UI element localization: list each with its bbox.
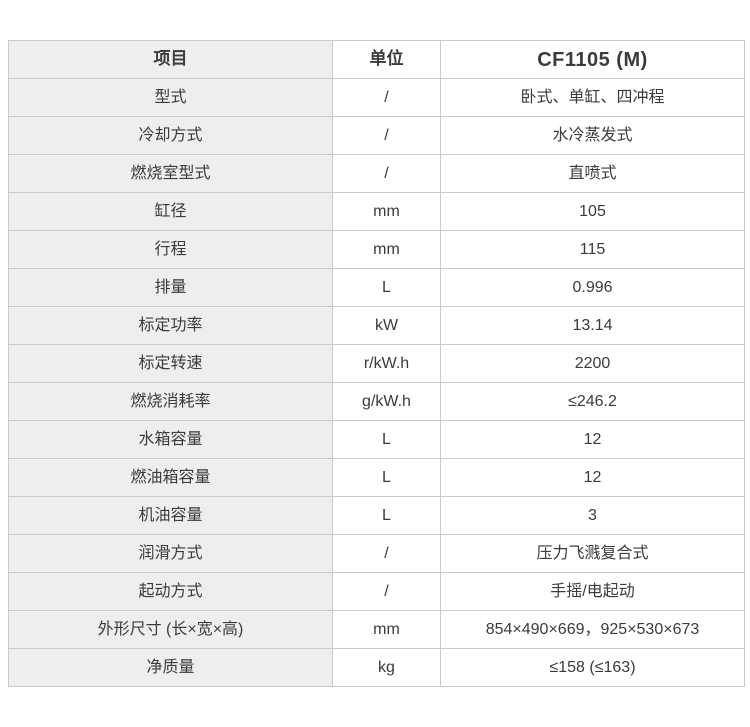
item-label-cell: 行程 bbox=[8, 230, 333, 269]
header-model: CF1105 (M) bbox=[440, 40, 745, 79]
table-row: 缸径 mm 105 bbox=[8, 192, 745, 231]
value-cell: 2200 bbox=[440, 344, 745, 383]
spec-table-body: 型式 / 卧式、单缸、四冲程 冷却方式 / 水冷蒸发式 燃烧室型式 / 直喷式 缸径 mm 105 行程… bbox=[8, 78, 745, 687]
table-row: 润滑方式 / 压力飞溅复合式 bbox=[8, 534, 745, 573]
item-label-cell: 燃油箱容量 bbox=[8, 458, 333, 497]
item-label-cell: 机油容量 bbox=[8, 496, 333, 535]
table-row: 水箱容量 L 12 bbox=[8, 420, 745, 459]
unit-cell: mm bbox=[332, 610, 441, 649]
table-row: 型式 / 卧式、单缸、四冲程 bbox=[8, 78, 745, 117]
value-cell: 水冷蒸发式 bbox=[440, 116, 745, 155]
item-label-cell: 标定功率 bbox=[8, 306, 333, 345]
item-label-cell: 冷却方式 bbox=[8, 116, 333, 155]
item-label-cell: 起动方式 bbox=[8, 572, 333, 611]
table-row: 起动方式 / 手摇/电起动 bbox=[8, 572, 745, 611]
spec-table-header: 项目 单位 CF1105 (M) bbox=[8, 40, 745, 79]
item-label-cell: 燃烧室型式 bbox=[8, 154, 333, 193]
table-row: 外形尺寸 (长×宽×高) mm 854×490×669，925×530×673 bbox=[8, 610, 745, 649]
table-row: 机油容量 L 3 bbox=[8, 496, 745, 535]
value-cell: 3 bbox=[440, 496, 745, 535]
header-item: 项目 bbox=[8, 40, 333, 79]
item-label-cell: 水箱容量 bbox=[8, 420, 333, 459]
table-row: 燃烧室型式 / 直喷式 bbox=[8, 154, 745, 193]
header-row: 项目 单位 CF1105 (M) bbox=[8, 40, 745, 79]
page: 项目 单位 CF1105 (M) 型式 / 卧式、单缸、四冲程 冷却方式 / 水冷蒸发式燃… bbox=[8, 40, 745, 687]
table-row: 标定转速 r/kW.h 2200 bbox=[8, 344, 745, 383]
unit-cell: kW bbox=[332, 306, 441, 345]
unit-cell: / bbox=[332, 78, 441, 117]
item-label-cell: 型式 bbox=[8, 78, 333, 117]
unit-cell: / bbox=[332, 154, 441, 193]
value-cell: 直喷式 bbox=[440, 154, 745, 193]
item-label-cell: 排量 bbox=[8, 268, 333, 307]
value-cell: 压力飞溅复合式 bbox=[440, 534, 745, 573]
unit-cell: L bbox=[332, 496, 441, 535]
item-label-cell: 外形尺寸 (长×宽×高) bbox=[8, 610, 333, 649]
unit-cell: / bbox=[332, 534, 441, 573]
item-label-cell: 缸径 bbox=[8, 192, 333, 231]
unit-cell: kg bbox=[332, 648, 441, 687]
value-cell: 手摇/电起动 bbox=[440, 572, 745, 611]
table-row: 冷却方式 / 水冷蒸发式 bbox=[8, 116, 745, 155]
value-cell: ≤246.2 bbox=[440, 382, 745, 421]
item-label-cell: 燃烧消耗率 bbox=[8, 382, 333, 421]
value-cell: 0.996 bbox=[440, 268, 745, 307]
item-label-cell: 净质量 bbox=[8, 648, 333, 687]
unit-cell: mm bbox=[332, 230, 441, 269]
table-row: 行程 mm 115 bbox=[8, 230, 745, 269]
value-cell: 105 bbox=[440, 192, 745, 231]
item-label-cell: 润滑方式 bbox=[8, 534, 333, 573]
unit-cell: r/kW.h bbox=[332, 344, 441, 383]
unit-cell: g/kW.h bbox=[332, 382, 441, 421]
table-row: 燃油箱容量 L 12 bbox=[8, 458, 745, 497]
value-cell: 115 bbox=[440, 230, 745, 269]
unit-cell: L bbox=[332, 458, 441, 497]
value-cell: ≤158 (≤163) bbox=[440, 648, 745, 687]
value-cell: 12 bbox=[440, 458, 745, 497]
header-unit: 单位 bbox=[332, 40, 441, 79]
table-row: 净质量 kg ≤158 (≤163) bbox=[8, 648, 745, 687]
spec-table: 项目 单位 CF1105 (M) 型式 / 卧式、单缸、四冲程 冷却方式 / 水冷蒸发式燃… bbox=[8, 40, 745, 687]
table-row: 排量 L 0.996 bbox=[8, 268, 745, 307]
unit-cell: / bbox=[332, 116, 441, 155]
table-row: 标定功率 kW 13.14 bbox=[8, 306, 745, 345]
unit-cell: L bbox=[332, 420, 441, 459]
value-cell: 卧式、单缸、四冲程 bbox=[440, 78, 745, 117]
value-cell: 12 bbox=[440, 420, 745, 459]
value-cell: 13.14 bbox=[440, 306, 745, 345]
unit-cell: / bbox=[332, 572, 441, 611]
unit-cell: mm bbox=[332, 192, 441, 231]
item-label-cell: 标定转速 bbox=[8, 344, 333, 383]
table-row: 燃烧消耗率 g/kW.h ≤246.2 bbox=[8, 382, 745, 421]
value-cell: 854×490×669，925×530×673 bbox=[440, 610, 745, 649]
unit-cell: L bbox=[332, 268, 441, 307]
